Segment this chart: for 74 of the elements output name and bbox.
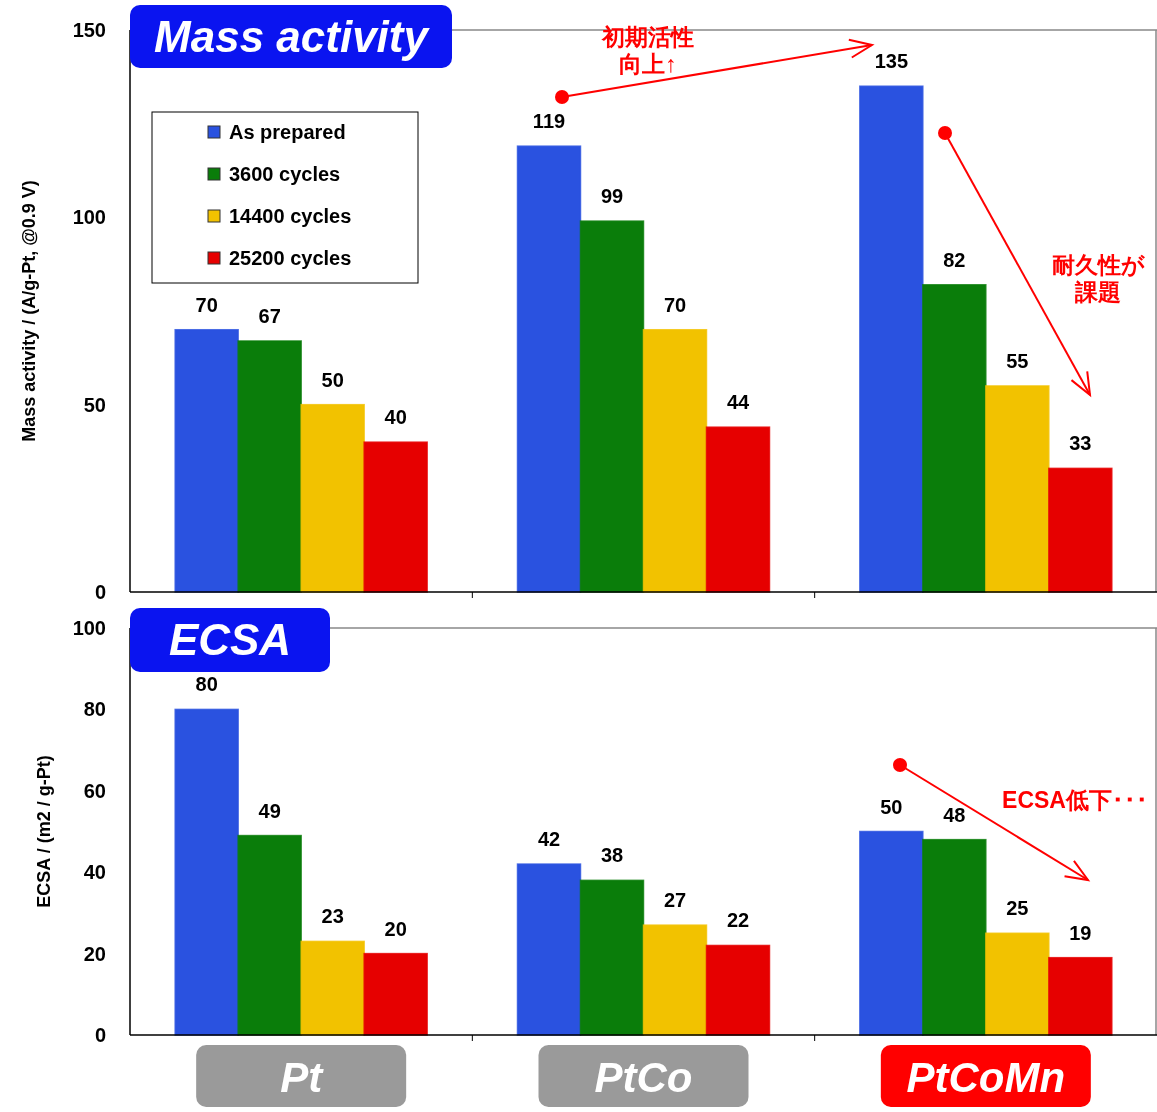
y-axis-title: ECSA / (m2 / g-Pt)	[34, 755, 54, 908]
y-tick-label: 80	[83, 698, 106, 721]
legend-label: As prepared	[229, 121, 346, 143]
data-label: 99	[600, 185, 624, 208]
y-tick-label: 0	[94, 581, 106, 603]
annotation: 向上↑	[619, 51, 677, 77]
y-tick-label: 0	[94, 1024, 106, 1046]
bar	[985, 385, 1050, 593]
bar	[363, 441, 428, 593]
bar	[516, 145, 582, 593]
data-label: 44	[726, 391, 750, 414]
data-label: 70	[195, 293, 218, 316]
data-label: 55	[1006, 349, 1029, 372]
annotation: 課題	[1074, 279, 1121, 305]
x-tick-label: PtCoMn	[906, 1054, 1066, 1101]
bar	[300, 940, 365, 1036]
bar	[705, 426, 771, 593]
data-label: 40	[384, 406, 407, 429]
annotation: ECSA低下･･･	[1002, 787, 1148, 813]
bar	[642, 924, 708, 1036]
data-label: 50	[880, 795, 903, 818]
data-label: 49	[258, 799, 281, 822]
y-tick-label: 40	[83, 861, 106, 884]
bar	[174, 708, 239, 1036]
data-label: 23	[321, 905, 344, 928]
bar	[300, 403, 365, 593]
data-label: 82	[943, 248, 966, 271]
y-tick-label: 50	[83, 393, 106, 416]
bar	[579, 220, 645, 593]
bar	[516, 863, 582, 1036]
chart-title: ECSA	[168, 615, 292, 664]
bar	[922, 284, 987, 593]
data-label: 119	[532, 110, 566, 133]
data-label: 70	[663, 293, 687, 316]
annotation: 耐久性が	[1051, 252, 1145, 278]
annotation: 初期活性	[601, 24, 694, 50]
y-axis-title: Mass activity / (A/g-Pt, @0.9 V)	[19, 180, 39, 442]
legend-label: 3600 cycles	[229, 163, 341, 185]
data-label: 33	[1069, 432, 1092, 455]
y-tick-label: 60	[83, 779, 106, 802]
y-tick-label: 150	[72, 19, 106, 41]
bar	[363, 952, 428, 1036]
data-label: 48	[943, 803, 966, 826]
bar	[174, 328, 239, 593]
y-tick-label: 20	[83, 942, 106, 965]
y-tick-label: 100	[72, 206, 106, 229]
bar	[579, 879, 645, 1036]
data-label: 38	[600, 844, 624, 867]
x-tick-label: Pt	[280, 1054, 325, 1101]
data-label: 67	[258, 304, 281, 327]
data-label: 50	[321, 368, 344, 391]
bar	[859, 85, 924, 593]
chart-title: Mass activity	[154, 11, 431, 61]
bar	[985, 932, 1050, 1036]
bar	[705, 944, 771, 1036]
data-label: 19	[1069, 921, 1092, 944]
bar	[237, 340, 302, 593]
data-label: 135	[874, 50, 909, 73]
bar	[859, 830, 924, 1036]
y-tick-label: 100	[72, 617, 106, 639]
bar	[922, 838, 987, 1036]
legend-label: 25200 cycles	[229, 247, 352, 269]
bar	[1048, 956, 1113, 1036]
data-label: 25	[1006, 897, 1029, 920]
data-label: 27	[663, 889, 687, 912]
bar	[642, 328, 708, 593]
bar	[1048, 467, 1113, 593]
data-label: 80	[195, 673, 218, 696]
data-label: 20	[384, 917, 407, 940]
x-tick-label: PtCo	[594, 1054, 693, 1101]
bar	[237, 834, 302, 1036]
data-label: 42	[537, 828, 561, 851]
legend-label: 14400 cycles	[229, 205, 352, 227]
data-label: 22	[726, 909, 750, 932]
